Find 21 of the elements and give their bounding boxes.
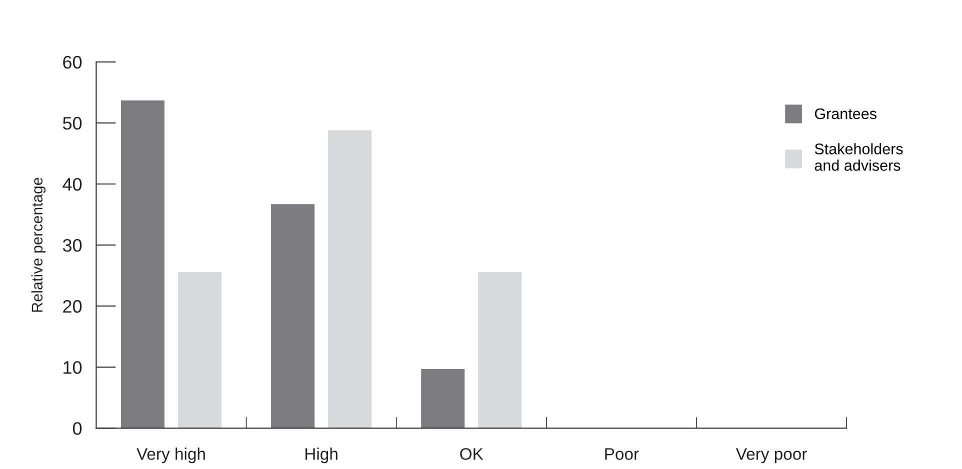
legend-label: Stakeholders and advisers [814,143,903,171]
x-tick-label: High [306,448,338,464]
bar [120,100,164,428]
legend-label: Grantees [814,108,876,120]
bar [271,204,315,428]
bar [178,272,222,428]
x-tick-label: OK [460,448,484,460]
y-tick-label: 60 [63,56,82,69]
y-axis-title: Relative percentage [31,178,46,312]
y-tick-label: 40 [62,178,82,191]
bar [421,368,465,428]
y-tick-label: 10 [64,361,82,374]
y-tick-label: 30 [62,238,82,252]
y-tick-label: 0 [72,422,82,435]
y-tick-label: 50 [62,116,82,130]
x-tick-label: Very high [136,448,205,464]
bar [478,272,522,428]
bar [328,130,372,428]
x-tick-label: Very poor [736,448,807,464]
y-tick-label: 20 [63,300,82,313]
x-tick-label: Poor [605,448,639,460]
